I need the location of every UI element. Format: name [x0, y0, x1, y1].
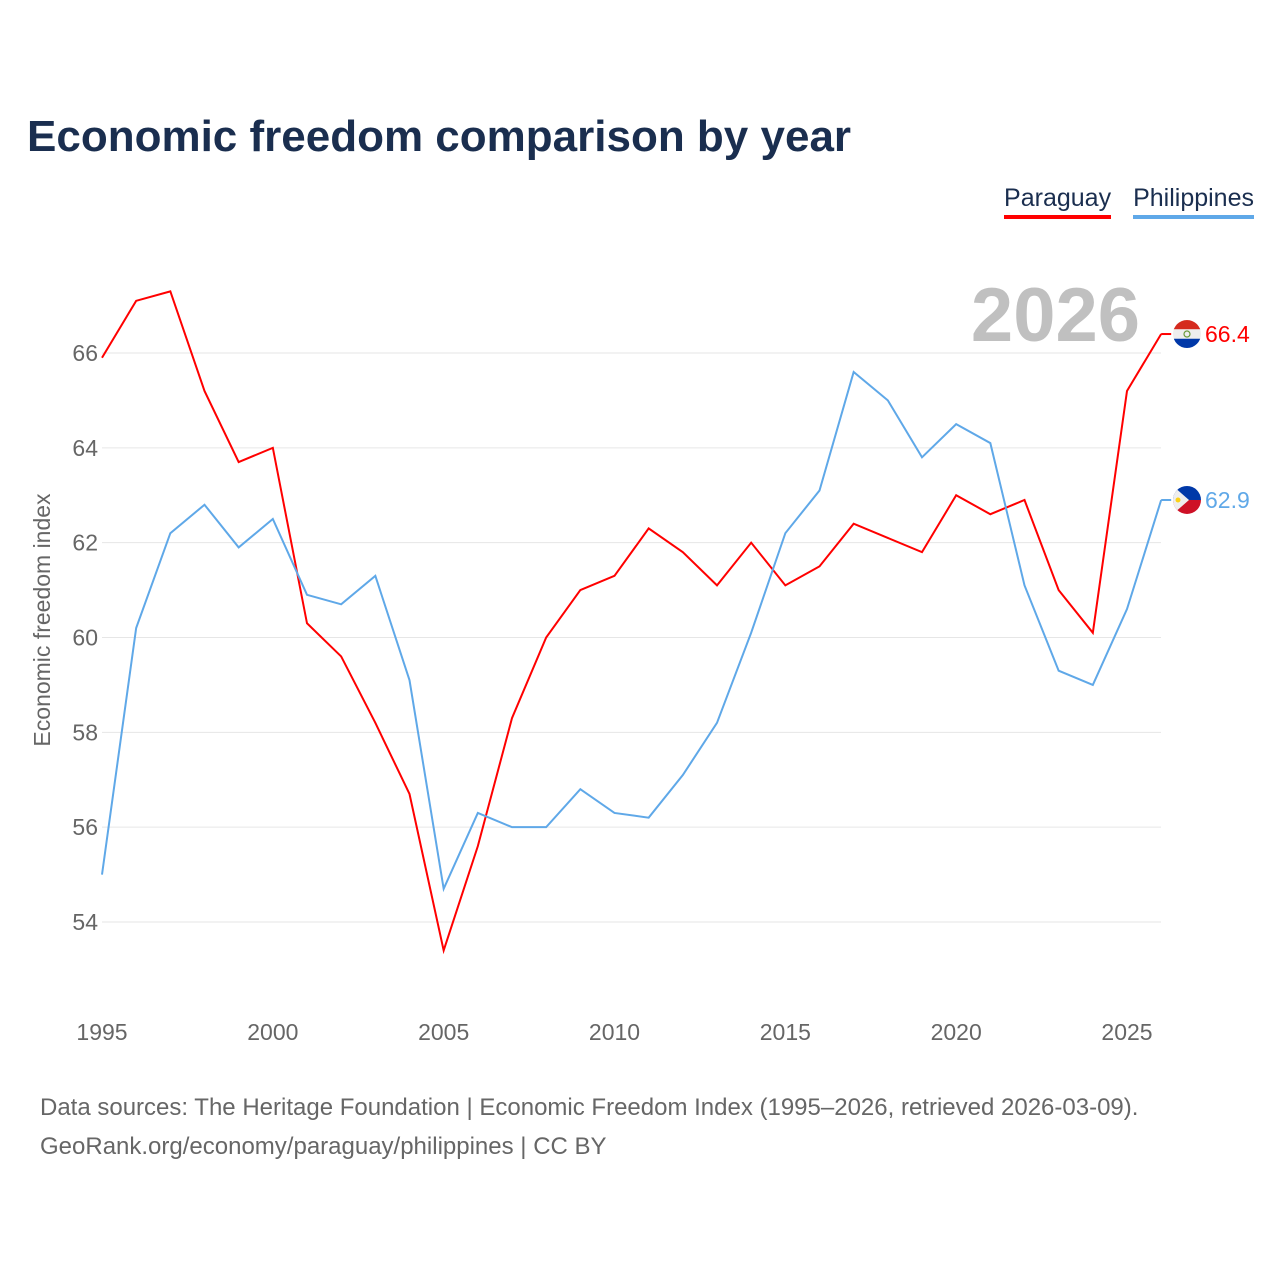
end-value-label: 62.9: [1205, 487, 1250, 513]
philippines-flag-icon: [1173, 485, 1201, 514]
gridlines: [102, 352, 1161, 923]
x-tick-label: 2025: [1101, 1019, 1152, 1045]
year-watermark: 2026: [971, 273, 1140, 358]
chart-title: Economic freedom comparison by year: [27, 112, 852, 161]
footer: Data sources: The Heritage Foundation | …: [40, 1088, 1138, 1166]
x-tick-label: 1995: [76, 1019, 127, 1045]
paraguay-flag-icon: [1173, 320, 1201, 349]
y-tick-label: 62: [72, 530, 98, 556]
end-value-label: 66.4: [1205, 321, 1250, 347]
flag-emblem: [1183, 330, 1191, 338]
y-tick-label: 66: [72, 340, 98, 366]
y-tick-label: 64: [72, 435, 98, 461]
x-tick-label: 2000: [247, 1019, 298, 1045]
legend-item-paraguay[interactable]: Paraguay: [1004, 184, 1112, 219]
legend-item-philippines[interactable]: Philippines: [1133, 184, 1254, 219]
x-tick-label: 2020: [931, 1019, 982, 1045]
x-tick-label: 2010: [589, 1019, 640, 1045]
flag-stripe: [1173, 320, 1201, 330]
y-axis-label: Economic freedom index: [29, 493, 55, 747]
flag-triangle: [1173, 485, 1189, 514]
series-lines: [101, 290, 1163, 955]
y-tick-label: 58: [72, 719, 98, 745]
series-line-paraguay: [101, 290, 1163, 955]
y-tick-label: 60: [72, 625, 98, 651]
y-tick-label: 54: [72, 909, 98, 935]
series-line-philippines: [101, 370, 1163, 893]
x-tick-label: 2015: [760, 1019, 811, 1045]
end-labels: 66.4 62.9: [1161, 320, 1250, 514]
flag-body: [1173, 485, 1201, 514]
source-link[interactable]: GeoRank.org/economy/paraguay/philippines…: [40, 1133, 607, 1160]
flag-stripe: [1173, 338, 1201, 349]
y-axis-ticks: 54 56 58 60 62 64 66: [72, 340, 98, 935]
x-axis-ticks: 1995 2000 2005 2010 2015 2020 2025: [76, 1019, 1152, 1045]
legend: Paraguay Philippines: [1004, 184, 1254, 219]
flag-sun: [1175, 497, 1181, 503]
y-tick-label: 56: [72, 814, 98, 840]
x-tick-label: 2005: [418, 1019, 469, 1045]
flag-body: [1173, 320, 1201, 349]
data-source-note: Data sources: The Heritage Foundation | …: [40, 1094, 1139, 1121]
flag-stripe: [1173, 329, 1201, 339]
